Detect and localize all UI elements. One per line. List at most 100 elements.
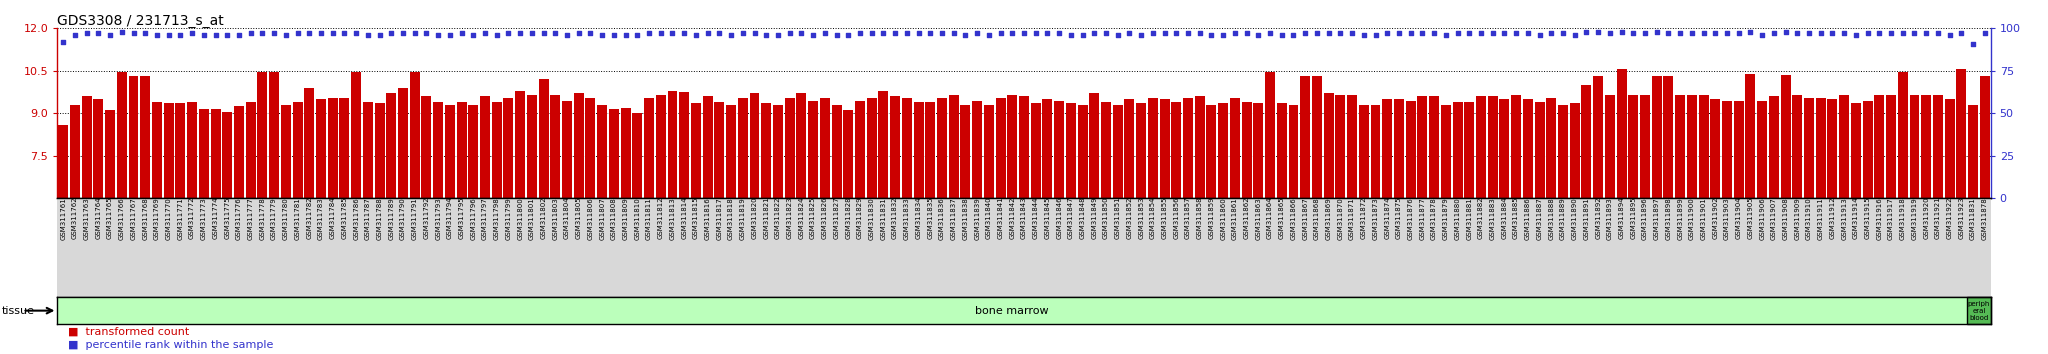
Point <box>258 30 291 36</box>
Point <box>362 32 395 38</box>
Bar <box>784 98 795 198</box>
Bar <box>633 113 643 198</box>
Bar <box>1792 95 1802 198</box>
Point <box>246 30 279 36</box>
Bar <box>1008 95 1018 198</box>
Point <box>621 32 653 38</box>
Point <box>1534 30 1567 36</box>
Point <box>1839 32 1872 38</box>
Bar <box>1980 76 1991 198</box>
Bar <box>702 96 713 198</box>
Bar <box>844 110 854 198</box>
Bar <box>995 98 1006 198</box>
Bar <box>268 72 279 198</box>
Bar <box>246 102 256 198</box>
Bar <box>1886 95 1896 198</box>
Point <box>1851 30 1884 36</box>
Point <box>1722 30 1755 36</box>
Bar <box>1055 101 1065 198</box>
Point <box>481 32 514 38</box>
Point <box>1933 32 1966 38</box>
Bar <box>387 93 395 198</box>
Bar <box>444 105 455 198</box>
Bar <box>1159 99 1169 198</box>
Bar <box>608 109 618 198</box>
Bar <box>973 101 983 198</box>
Point <box>270 32 303 38</box>
Point <box>1769 29 1802 35</box>
Point <box>1606 29 1638 35</box>
Point <box>293 30 326 36</box>
Bar <box>1769 96 1780 198</box>
Bar <box>621 108 631 198</box>
Bar <box>1348 95 1358 198</box>
Point <box>1921 30 1954 36</box>
Bar <box>1862 101 1872 198</box>
Point <box>1055 32 1087 38</box>
Bar <box>1102 102 1110 198</box>
Point <box>1745 32 1778 38</box>
Bar <box>94 99 102 198</box>
Point <box>774 30 807 36</box>
Bar <box>350 72 360 198</box>
Bar <box>809 101 817 198</box>
Point <box>1231 30 1264 36</box>
Point <box>1112 30 1145 36</box>
Bar <box>1137 103 1147 198</box>
Point <box>1137 30 1169 36</box>
Point <box>797 32 829 38</box>
Bar <box>1616 69 1626 198</box>
Point <box>1956 41 1989 46</box>
Bar <box>457 102 467 198</box>
Point <box>891 30 924 36</box>
Point <box>129 30 162 36</box>
Bar <box>1452 102 1462 198</box>
Bar <box>797 93 807 198</box>
Point <box>1102 32 1135 38</box>
Bar <box>293 102 303 198</box>
Bar <box>598 105 606 198</box>
Bar <box>643 98 653 198</box>
Bar <box>176 103 186 198</box>
Point <box>903 30 936 36</box>
Point <box>1489 30 1522 36</box>
Point <box>1020 30 1053 36</box>
Bar <box>1206 105 1217 198</box>
Bar <box>1065 103 1075 198</box>
Bar <box>1382 99 1393 198</box>
Point <box>879 30 911 36</box>
Point <box>410 30 442 36</box>
Bar <box>362 102 373 198</box>
Bar <box>750 93 760 198</box>
Point <box>1206 32 1239 38</box>
Bar <box>1477 96 1487 198</box>
Point <box>1593 30 1626 36</box>
Bar <box>469 105 479 198</box>
Bar <box>551 95 561 198</box>
Bar <box>1030 103 1040 198</box>
Point <box>117 30 150 36</box>
Bar <box>1593 76 1604 198</box>
Point <box>1618 30 1651 36</box>
Bar <box>1149 98 1157 198</box>
Point <box>913 30 946 36</box>
Bar <box>1219 103 1229 198</box>
Point <box>444 30 477 36</box>
Point <box>47 39 80 45</box>
Bar <box>1358 105 1368 198</box>
Point <box>1300 30 1333 36</box>
Bar <box>879 91 889 198</box>
Bar <box>1569 103 1579 198</box>
Bar <box>1780 75 1790 198</box>
Bar <box>1124 99 1135 198</box>
Bar <box>1581 85 1591 198</box>
Bar <box>573 93 584 198</box>
Point <box>1782 30 1815 36</box>
Bar <box>1839 95 1849 198</box>
Point <box>1688 30 1720 36</box>
Point <box>1524 32 1556 38</box>
Point <box>856 30 889 36</box>
Point <box>633 30 666 36</box>
Bar <box>983 105 993 198</box>
Point <box>434 32 467 38</box>
